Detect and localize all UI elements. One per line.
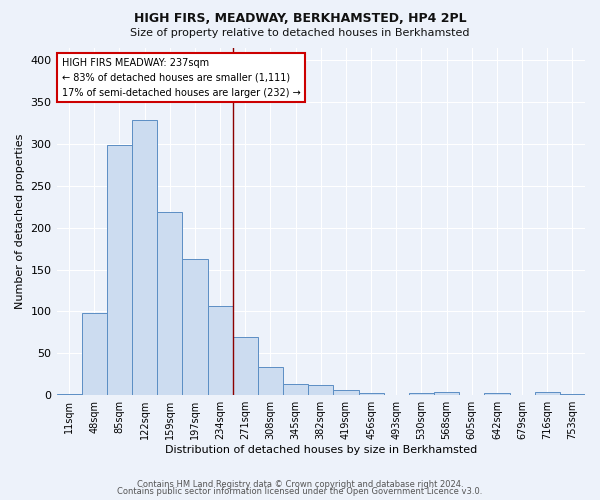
Y-axis label: Number of detached properties: Number of detached properties [15,134,25,309]
X-axis label: Distribution of detached houses by size in Berkhamsted: Distribution of detached houses by size … [164,445,477,455]
Text: Size of property relative to detached houses in Berkhamsted: Size of property relative to detached ho… [130,28,470,38]
Bar [308,385,334,395]
Text: Contains public sector information licensed under the Open Government Licence v3: Contains public sector information licen… [118,487,482,496]
Bar [560,394,585,395]
Bar [132,120,157,395]
Bar [258,366,283,395]
Bar [334,390,359,395]
Bar [434,392,459,395]
Bar [107,144,132,395]
Bar [233,338,258,395]
Bar [182,260,208,395]
Bar [359,392,383,395]
Bar [409,392,434,395]
Bar [283,384,308,395]
Bar [535,392,560,395]
Text: HIGH FIRS, MEADWAY, BERKHAMSTED, HP4 2PL: HIGH FIRS, MEADWAY, BERKHAMSTED, HP4 2PL [134,12,466,26]
Text: Contains HM Land Registry data © Crown copyright and database right 2024.: Contains HM Land Registry data © Crown c… [137,480,463,489]
Text: HIGH FIRS MEADWAY: 237sqm
← 83% of detached houses are smaller (1,111)
17% of se: HIGH FIRS MEADWAY: 237sqm ← 83% of detac… [62,58,301,98]
Bar [56,394,82,395]
Bar [157,212,182,395]
Bar [208,306,233,395]
Bar [82,313,107,395]
Bar [484,392,509,395]
